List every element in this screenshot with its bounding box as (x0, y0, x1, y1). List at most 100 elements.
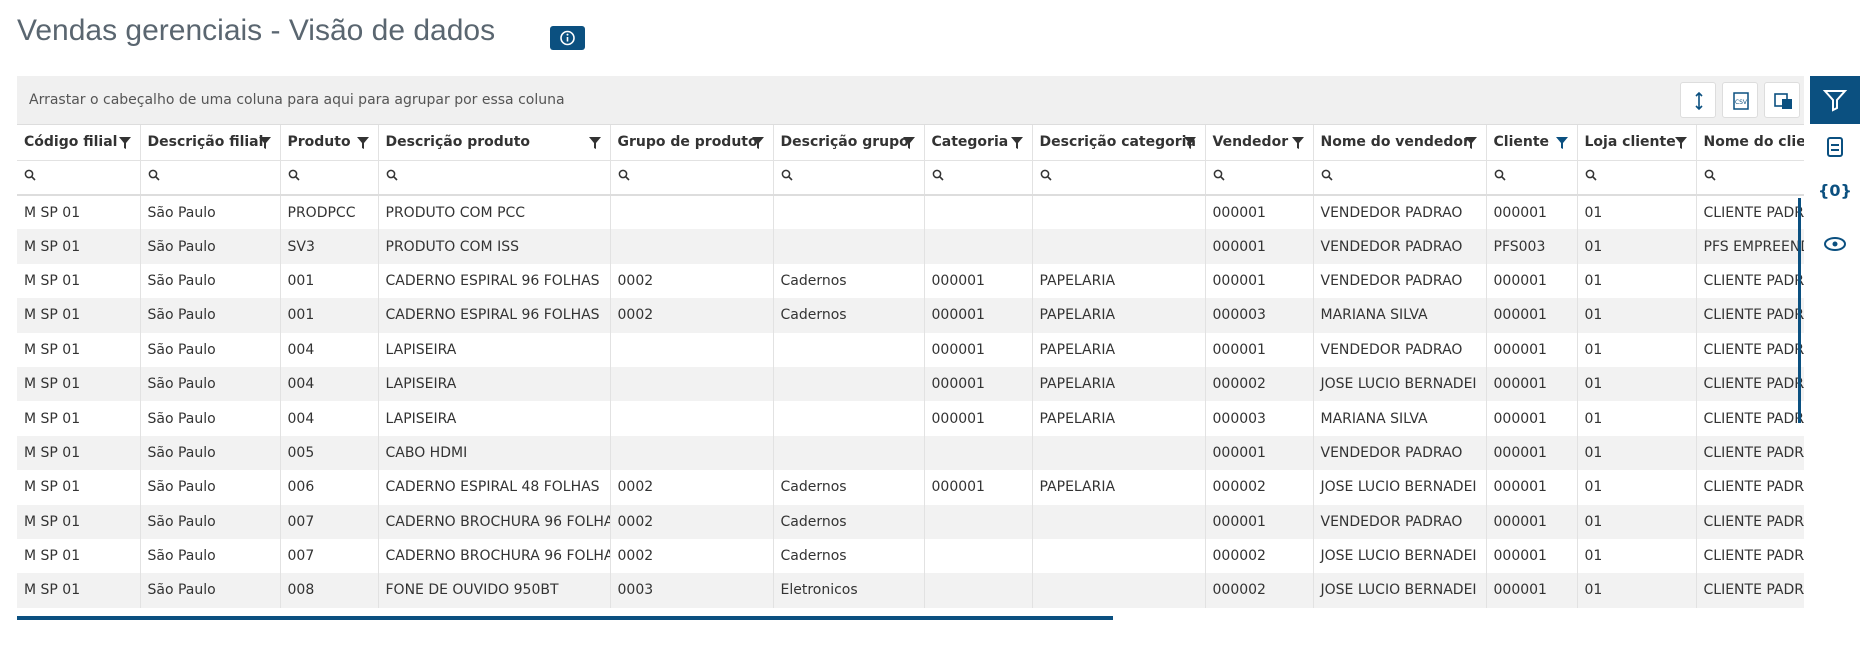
grid-cell: 01 (1577, 470, 1697, 505)
info-button[interactable] (550, 26, 585, 50)
grid-cell: M SP 01 (17, 298, 141, 333)
grid-cell: São Paulo (140, 470, 281, 505)
grid-cell: CADERNO ESPIRAL 96 FOLHAS (378, 298, 611, 333)
grid-cell (924, 229, 1033, 264)
grid-cell: SV3 (280, 229, 379, 264)
grid-cell: VENDEDOR PADRAO (1313, 504, 1487, 539)
grid-cell: São Paulo (140, 504, 281, 539)
column-filter[interactable] (610, 160, 774, 196)
column-header[interactable]: Nome do cliente (1696, 125, 1804, 161)
column-header[interactable]: Grupo de produto (610, 125, 774, 161)
grid-cell: 000003 (1205, 298, 1314, 333)
search-icon (618, 169, 630, 181)
search-icon (1040, 169, 1052, 181)
column-filter[interactable] (17, 160, 141, 196)
grid-cell: São Paulo (140, 332, 281, 367)
column-header[interactable]: Vendedor (1205, 125, 1314, 161)
filter-icon[interactable] (588, 136, 602, 150)
grid-row: M SP 01 São Paulo SV3 PRODUTO COM ISS 000001… (17, 229, 1804, 264)
h-scrollbar[interactable] (17, 616, 1113, 620)
v-scrollbar[interactable] (1798, 198, 1801, 423)
grid-cell: CLIENTE PADRAO (1696, 573, 1804, 608)
grid-cell: 01 (1577, 573, 1697, 608)
grid-cell (1032, 573, 1206, 608)
grid-cell (610, 229, 774, 264)
columns-button[interactable] (1764, 82, 1800, 118)
filter-icon[interactable] (1010, 136, 1024, 150)
grid-row: M SP 01 São Paulo 004 LAPISEIRA 000001 PAPELA… (17, 401, 1804, 436)
grid-cell: São Paulo (140, 298, 281, 333)
grid-cell: 0002 (610, 470, 774, 505)
filter-icon[interactable] (1183, 136, 1197, 150)
column-header[interactable]: Cliente (1486, 125, 1578, 161)
column-filter[interactable] (378, 160, 611, 196)
grid-cell: 01 (1577, 298, 1697, 333)
column-filter[interactable] (1205, 160, 1314, 196)
filter-icon[interactable] (1555, 136, 1569, 150)
column-header[interactable]: Categoria (924, 125, 1033, 161)
column-title: Descrição grupo (780, 134, 909, 151)
grid-cell: 001 (280, 298, 379, 333)
side-icons[interactable]: {0} (1810, 124, 1860, 274)
grid-row: M SP 01 São Paulo 004 LAPISEIRA 000001 PAPELA… (17, 366, 1804, 402)
grid-row: M SP 01 São Paulo 001 CADERNO ESPIRAL 96 FO… (17, 263, 1804, 299)
grid-cell: LAPISEIRA (378, 332, 611, 367)
column-header[interactable]: Descrição categoria (1032, 125, 1206, 161)
grid-cell: CLIENTE PADRAO (1696, 263, 1804, 299)
column-header[interactable]: Código filial (17, 125, 141, 161)
grid-cell (1032, 229, 1206, 264)
column-filter[interactable] (1032, 160, 1206, 196)
search-icon (24, 169, 36, 181)
filter-icon[interactable] (356, 136, 370, 150)
column-filter[interactable] (1486, 160, 1578, 196)
column-header[interactable]: Nome do vendedor (1313, 125, 1487, 161)
grid-cell: 001 (280, 263, 379, 299)
column-filter[interactable] (773, 160, 925, 196)
grid-cell: 01 (1577, 332, 1697, 367)
column-filter[interactable] (1696, 160, 1804, 196)
column-title: Grupo de produto (617, 134, 758, 151)
grid-cell: 01 (1577, 229, 1697, 264)
icon: CSV (1733, 92, 1749, 110)
column-filter[interactable] (280, 160, 379, 196)
grid-cell: CADERNO BROCHURA 96 FOLHAS (378, 538, 611, 574)
column-filter[interactable] (140, 160, 281, 196)
export-button[interactable]: CSV (1722, 82, 1758, 118)
svg-text:{0}: {0} (1818, 181, 1852, 200)
grid-cell: CLIENTE PADRAO (1696, 435, 1804, 471)
filter-icon[interactable] (1291, 136, 1305, 150)
side-toolbar: {0} (1810, 76, 1860, 661)
column-header[interactable]: Descrição produto (378, 125, 611, 161)
grid-cell (610, 435, 774, 471)
grid-cell: 000001 (924, 263, 1033, 299)
filter-tab[interactable] (1810, 76, 1860, 124)
grid-cell: MARIANA SILVA (1313, 401, 1487, 436)
column-title: Cliente (1493, 134, 1550, 151)
grid-cell: VENDEDOR PADRAO (1313, 435, 1487, 471)
search-icon (1494, 169, 1506, 181)
filter-icon[interactable] (902, 136, 916, 150)
grid-cell: VENDEDOR PADRAO (1313, 195, 1487, 230)
column-filter[interactable] (924, 160, 1033, 196)
filter-icon[interactable] (258, 136, 272, 150)
filter-icon[interactable] (1464, 136, 1478, 150)
grid-cell: 006 (280, 470, 379, 505)
column-header[interactable]: Descrição grupo (773, 125, 925, 161)
filter-icon[interactable] (751, 136, 765, 150)
density-button[interactable] (1680, 82, 1716, 118)
grid-row: M SP 01 São Paulo 001 CADERNO ESPIRAL 96 FO… (17, 298, 1804, 333)
column-filter[interactable] (1313, 160, 1487, 196)
grid-cell (924, 504, 1033, 539)
grid-cell: 000002 (1205, 538, 1314, 574)
grid-cell: 0002 (610, 263, 774, 299)
grid-cell (924, 538, 1033, 574)
column-filter[interactable] (1577, 160, 1697, 196)
column-header[interactable]: Produto (280, 125, 379, 161)
filter-icon[interactable] (118, 136, 132, 150)
column-header[interactable]: Descrição filial (140, 125, 281, 161)
column-header[interactable]: Loja cliente (1577, 125, 1697, 161)
grid-cell: CLIENTE PADRAO (1696, 401, 1804, 436)
grid-cell (924, 195, 1033, 230)
filter-icon[interactable] (1674, 136, 1688, 150)
